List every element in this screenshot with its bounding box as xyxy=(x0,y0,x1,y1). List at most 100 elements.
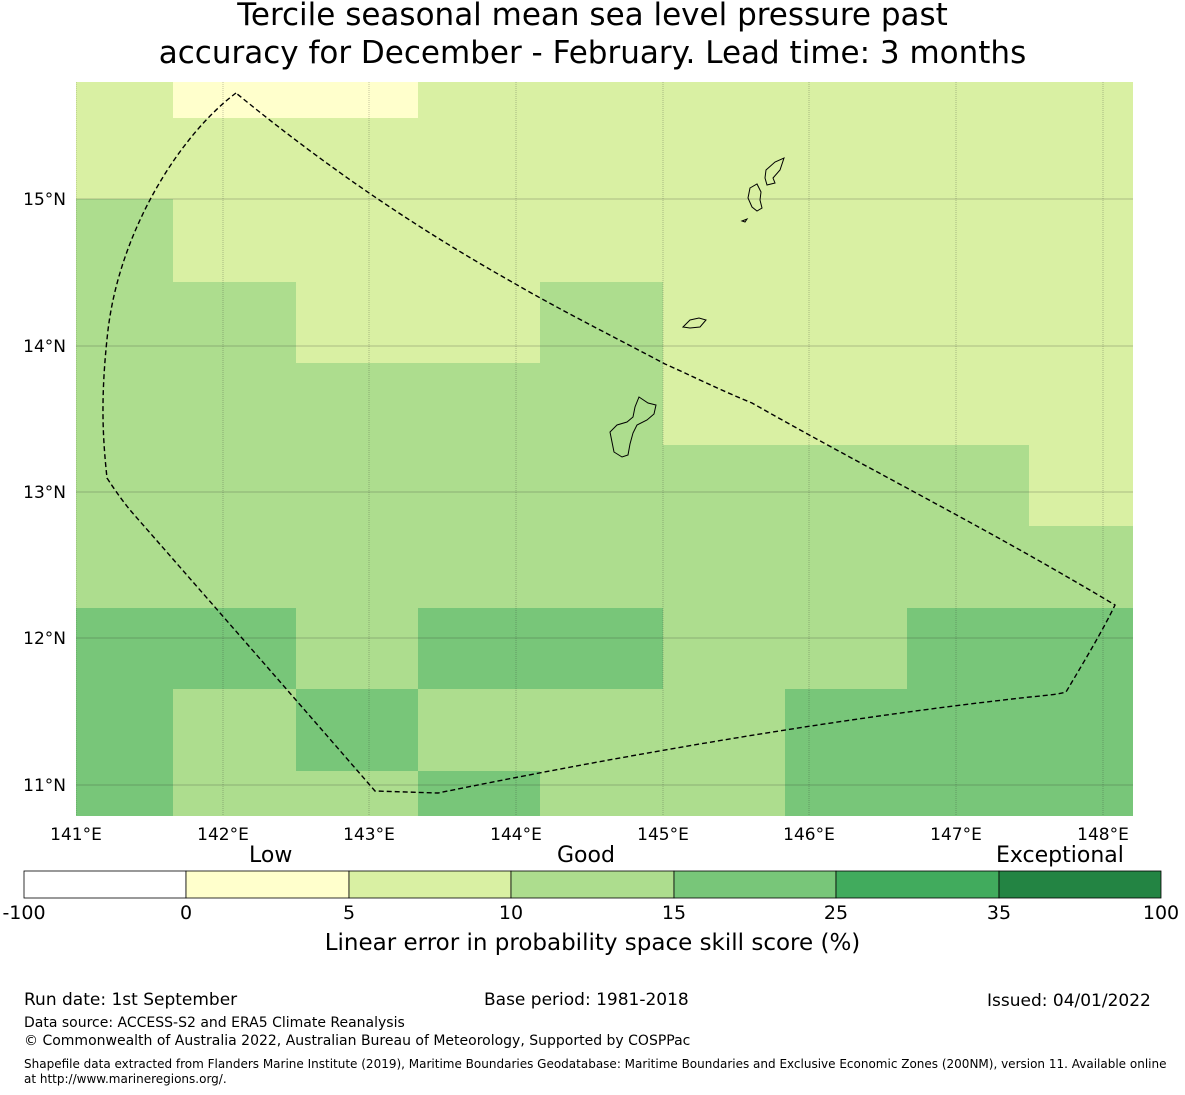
grid-cell xyxy=(907,282,1030,364)
grid-cell xyxy=(173,118,297,200)
latitude-axis: 15°N 14°N 13°N 12°N 11°N xyxy=(23,190,66,796)
map-figure: 141°E 142°E 143°E 144°E 145°E 146°E 147°E 148°E… xyxy=(23,82,1133,845)
grid-cell xyxy=(418,118,541,200)
grid-cell xyxy=(785,689,908,772)
run-date: Run date: 1st September xyxy=(24,990,238,1010)
grid-cell xyxy=(907,608,1030,690)
colorbar-swatch xyxy=(835,870,1000,899)
grid-cell xyxy=(1029,608,1133,690)
skill-score-grid xyxy=(76,82,1133,816)
grid-cell xyxy=(76,771,174,816)
grid-cell xyxy=(907,118,1030,200)
grid-cell xyxy=(296,526,419,609)
grid-cell xyxy=(785,771,908,816)
grid-cell xyxy=(296,282,419,364)
grid-cell xyxy=(296,771,419,816)
grid-cell xyxy=(76,526,174,609)
base-period: Base period: 1981-2018 xyxy=(484,990,689,1010)
grid-cell xyxy=(663,199,786,283)
grid-cell xyxy=(540,363,664,446)
longitude-tick-label: 148°E xyxy=(1077,825,1129,845)
grid-cell xyxy=(173,199,297,283)
grid-cell xyxy=(296,445,419,527)
map-title-line-2: accuracy for December - February. Lead t… xyxy=(158,35,1027,71)
grid-cell xyxy=(173,82,297,119)
latitude-tick-label: 15°N xyxy=(23,190,66,210)
grid-cell xyxy=(907,526,1030,609)
grid-cell xyxy=(785,363,908,446)
grid-cell xyxy=(1029,771,1133,816)
island-coastlines xyxy=(609,157,785,458)
grid-cell xyxy=(907,199,1030,283)
guam-coastline xyxy=(609,396,657,458)
rota-coastline xyxy=(681,317,707,329)
latitude-tick-label: 14°N xyxy=(23,337,66,357)
colorbar-tick: 5 xyxy=(342,902,356,924)
grid-cell xyxy=(1029,363,1133,446)
longitude-tick-label: 143°E xyxy=(343,825,395,845)
grid-cell xyxy=(296,689,419,772)
longitude-tick-label: 141°E xyxy=(50,825,102,845)
grid-cell xyxy=(785,608,908,690)
grid-cell xyxy=(76,199,174,283)
grid-cell xyxy=(296,608,419,690)
grid-cell xyxy=(173,363,297,446)
colorbar-tick: 100 xyxy=(1142,902,1180,924)
longitude-axis: 141°E 142°E 143°E 144°E 145°E 146°E 147°E 148°E xyxy=(50,825,1129,845)
grid-cell xyxy=(907,363,1030,446)
latitude-tick-label: 11°N xyxy=(23,776,66,796)
longitude-tick-label: 144°E xyxy=(490,825,542,845)
colorbar-swatch xyxy=(348,870,512,899)
grid-cell xyxy=(418,363,541,446)
grid-cell xyxy=(418,689,541,772)
grid-cell xyxy=(540,445,664,527)
grid-cell xyxy=(1029,82,1133,119)
grid-cell xyxy=(418,199,541,283)
grid-cell xyxy=(785,199,908,283)
grid-cell xyxy=(173,282,297,364)
grid-cell xyxy=(785,445,908,527)
colorbar-label-low: Low xyxy=(249,843,293,868)
shapefile-credit: Shapefile data extracted from Flanders M… xyxy=(24,1057,1167,1086)
colorbar-tick: 35 xyxy=(986,902,1012,924)
grid-cell xyxy=(1029,118,1133,200)
latitude-tick-label: 12°N xyxy=(23,629,66,649)
grid-cell xyxy=(76,282,174,364)
colorbar-tick: 10 xyxy=(498,902,524,924)
colorbar-title: Linear error in probability space skill … xyxy=(324,930,861,956)
grid-cell xyxy=(663,282,786,364)
grid-cell xyxy=(540,608,664,690)
grid-cell xyxy=(76,363,174,446)
grid-cell xyxy=(540,689,664,772)
grid-cell xyxy=(540,282,664,364)
grid-cell xyxy=(663,771,786,816)
tinian-coastline xyxy=(747,183,763,212)
grid-cell xyxy=(907,445,1030,527)
colorbar-swatch xyxy=(23,870,187,899)
saipan-coastline xyxy=(764,157,785,186)
grid-cell xyxy=(76,445,174,527)
colorbar-swatch xyxy=(998,870,1162,899)
grid-cell xyxy=(296,363,419,446)
grid-cell xyxy=(540,526,664,609)
map-title: Tercile seasonal mean sea level pressure… xyxy=(0,0,1185,72)
grid-cell xyxy=(296,118,419,200)
grid-cell xyxy=(785,118,908,200)
colorbar-label-exceptional: Exceptional xyxy=(996,843,1124,868)
grid-cell xyxy=(76,608,174,690)
grid-cell xyxy=(418,526,541,609)
grid-cell xyxy=(76,689,174,772)
grid-cell xyxy=(540,82,664,119)
eez-boundary xyxy=(102,92,1116,794)
grid-cell xyxy=(418,445,541,527)
grid-cell xyxy=(907,82,1030,119)
colorbar-tick: -100 xyxy=(2,902,46,924)
grid-cell xyxy=(663,445,786,527)
colorbar-swatch xyxy=(185,870,350,899)
grid-cell xyxy=(1029,526,1133,609)
grid-cell xyxy=(785,82,908,119)
graticule xyxy=(76,82,1133,816)
grid-cell xyxy=(907,771,1030,816)
grid-cell xyxy=(663,608,786,690)
grid-cell xyxy=(663,82,786,119)
